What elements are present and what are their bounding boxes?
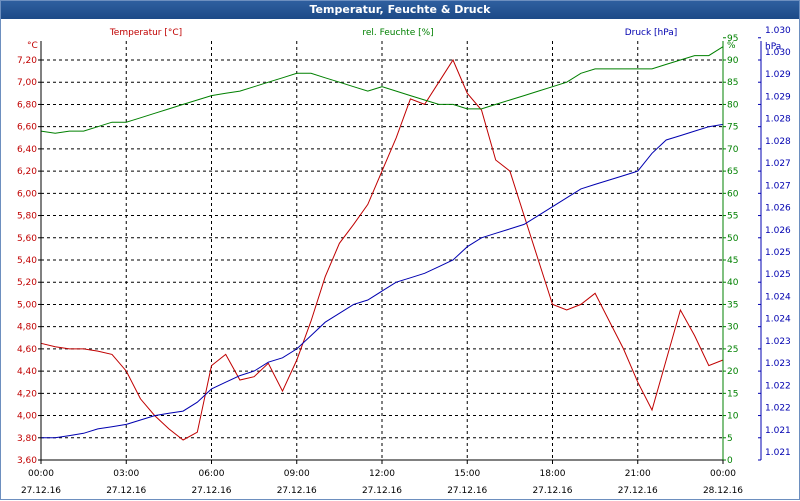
pressure-tick-label: 1.030	[765, 48, 791, 58]
humidity-axis-title: rel. Feuchte [%]	[362, 28, 433, 38]
temp-tick-label: 5,40	[17, 256, 37, 266]
x-tick-date: 27.12.16	[21, 486, 61, 496]
humidity-tick-label: 60	[727, 189, 739, 199]
temp-tick-label: 4,40	[17, 367, 37, 377]
humidity-tick-label: 0	[727, 456, 733, 466]
x-tick-date: 27.12.16	[618, 486, 658, 496]
humidity-tick-label: 65	[727, 167, 738, 177]
temp-tick-label: 4,80	[17, 323, 37, 333]
temp-tick-label: 6,00	[17, 189, 37, 199]
axis-labels: 3,60 3,80 4,00 4,20 4,40 4,60 4,80 5,00 5,20 5,40…	[17, 26, 791, 496]
pressure-tick-label: 1.025	[765, 248, 791, 258]
pressure-tick-label: 1.027	[765, 159, 791, 169]
pressure-tick-label: 1.027	[765, 181, 791, 191]
pressure-tick-label: 1.026	[765, 226, 791, 236]
pressure-series-line	[41, 123, 724, 439]
humidity-tick-label: 15	[727, 389, 738, 399]
x-tick-time: 15:00	[454, 469, 480, 479]
pressure-unit: hPa	[765, 42, 781, 52]
temp-tick-label: 5,60	[17, 234, 37, 244]
temp-tick-label: 3,80	[17, 434, 37, 444]
x-tick-date: 27.12.16	[447, 486, 487, 496]
humidity-tick-label: 30	[727, 323, 739, 333]
humidity-tick-label: 20	[727, 367, 739, 377]
pressure-tick-label: 1.026	[765, 204, 791, 214]
pressure-tick-label: 1.021	[765, 426, 791, 436]
temp-tick-label: 4,60	[17, 345, 37, 355]
pressure-tick-label: 1.029	[765, 70, 791, 80]
temp-tick-label: 7,00	[17, 78, 37, 88]
x-tick-date: 28.12.16	[703, 486, 743, 496]
x-tick-date: 27.12.16	[106, 486, 146, 496]
humidity-series-line	[40, 46, 724, 134]
series-lines	[40, 46, 724, 441]
humidity-unit: %	[727, 41, 736, 51]
x-tick-time: 00:00	[28, 469, 54, 479]
temp-tick-label: 6,80	[17, 100, 37, 110]
humidity-tick-label: 45	[727, 256, 738, 266]
x-tick-time: 21:00	[625, 469, 651, 479]
temp-tick-label: 5,80	[17, 212, 37, 222]
window-title: Temperatur, Feuchte & Druck	[1, 1, 799, 19]
humidity-tick-label: 5	[727, 434, 733, 444]
x-tick-time: 18:00	[540, 469, 566, 479]
pressure-tick-label: 1.028	[765, 137, 791, 147]
humidity-tick-label: 35	[727, 300, 738, 310]
pressure-tick-label: 1.030	[765, 26, 791, 36]
pressure-tick-label: 1.029	[765, 92, 791, 102]
temp-tick-label: 7,20	[17, 56, 37, 66]
temp-tick-label: 6,40	[17, 145, 37, 155]
temp-tick-label: 3,60	[17, 456, 37, 466]
pressure-tick-label: 1.023	[765, 359, 791, 369]
pressure-tick-label: 1.024	[765, 292, 791, 302]
temp-tick-label: 6,60	[17, 123, 37, 133]
pressure-tick-label: 1.025	[765, 270, 791, 280]
temp-tick-label: 5,20	[17, 278, 37, 288]
pressure-axis-title: Druck [hPa]	[625, 28, 678, 38]
x-tick-date: 27.12.16	[362, 486, 402, 496]
x-tick-time: 03:00	[113, 469, 139, 479]
axes	[38, 37, 762, 464]
pressure-tick-label: 1.022	[765, 404, 791, 414]
temp-tick-label: 4,20	[17, 389, 37, 399]
pressure-tick-label: 1.021	[765, 448, 791, 458]
humidity-tick-label: 10	[727, 412, 739, 422]
humidity-tick-label: 95	[727, 34, 738, 44]
temp-axis-title: Temperatur [°C]	[109, 28, 182, 38]
temp-unit: °C	[27, 41, 38, 51]
pressure-tick-label: 1.028	[765, 115, 791, 125]
humidity-tick-label: 85	[727, 78, 738, 88]
pressure-tick-label: 1.022	[765, 381, 791, 391]
pressure-tick-label: 1.023	[765, 337, 791, 347]
humidity-tick-label: 90	[727, 56, 739, 66]
temp-tick-label: 4,00	[17, 412, 37, 422]
x-tick-time: 09:00	[284, 469, 310, 479]
x-tick-time: 06:00	[199, 469, 225, 479]
x-tick-date: 27.12.16	[277, 486, 317, 496]
grid-lines	[41, 41, 723, 460]
x-tick-time: 12:00	[369, 469, 395, 479]
humidity-tick-label: 40	[727, 278, 739, 288]
x-tick-date: 27.12.16	[191, 486, 231, 496]
temp-tick-label: 6,20	[17, 167, 37, 177]
x-tick-time: 00:00	[710, 469, 736, 479]
humidity-tick-label: 50	[727, 234, 739, 244]
pressure-tick-label: 1.024	[765, 315, 791, 325]
humidity-tick-label: 55	[727, 212, 738, 222]
temp-tick-label: 5,00	[17, 300, 37, 310]
humidity-tick-label: 75	[727, 123, 738, 133]
humidity-tick-label: 70	[727, 145, 739, 155]
humidity-tick-label: 80	[727, 100, 739, 110]
humidity-tick-label: 25	[727, 345, 738, 355]
x-tick-date: 27.12.16	[532, 486, 572, 496]
